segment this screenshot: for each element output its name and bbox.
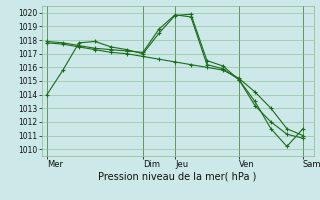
X-axis label: Pression niveau de la mer( hPa ): Pression niveau de la mer( hPa ) [99, 172, 257, 182]
